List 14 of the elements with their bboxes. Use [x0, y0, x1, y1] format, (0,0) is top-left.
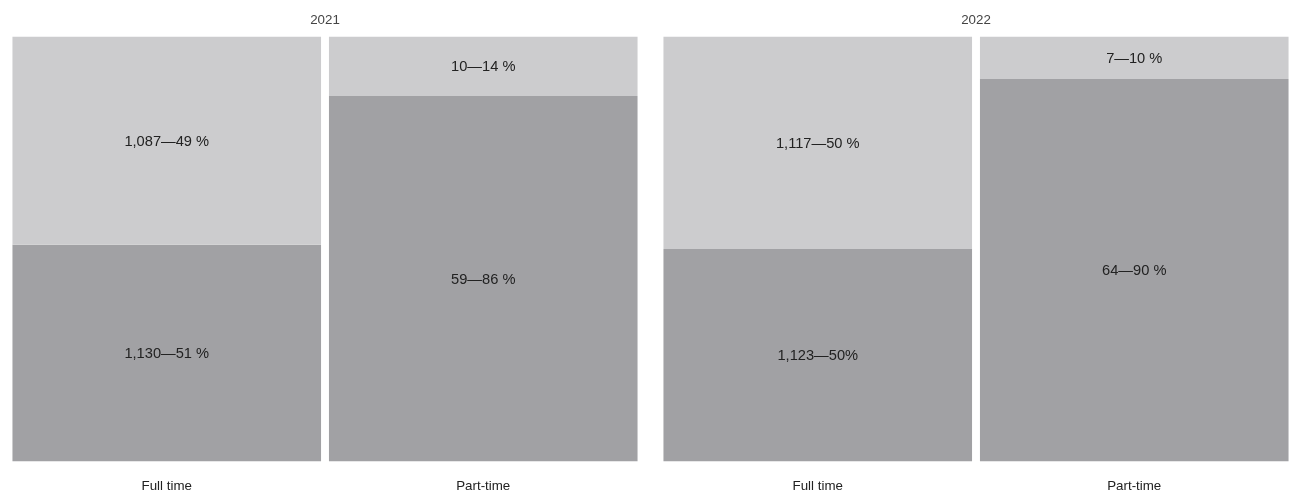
- data-label: 1,130—51 %: [124, 345, 210, 362]
- data-label: 1,087—49 %: [124, 132, 210, 149]
- data-label: 64—90 %: [1102, 262, 1167, 279]
- data-label: 1,117—50 %: [775, 134, 860, 151]
- x-tick-label: Full time: [141, 477, 192, 493]
- data-label: 10—14 %: [451, 58, 516, 75]
- x-tick-label: Part-time: [1107, 477, 1162, 493]
- data-label: 7—10 %: [1106, 49, 1163, 66]
- chart-title: 2022: [961, 12, 991, 27]
- x-tick-label: Part-time: [456, 477, 511, 493]
- data-label: 1,123—50%: [777, 347, 859, 364]
- x-tick-label: Full time: [792, 477, 843, 493]
- data-label: 59—86 %: [451, 270, 516, 287]
- chart-title: 2021: [310, 12, 340, 27]
